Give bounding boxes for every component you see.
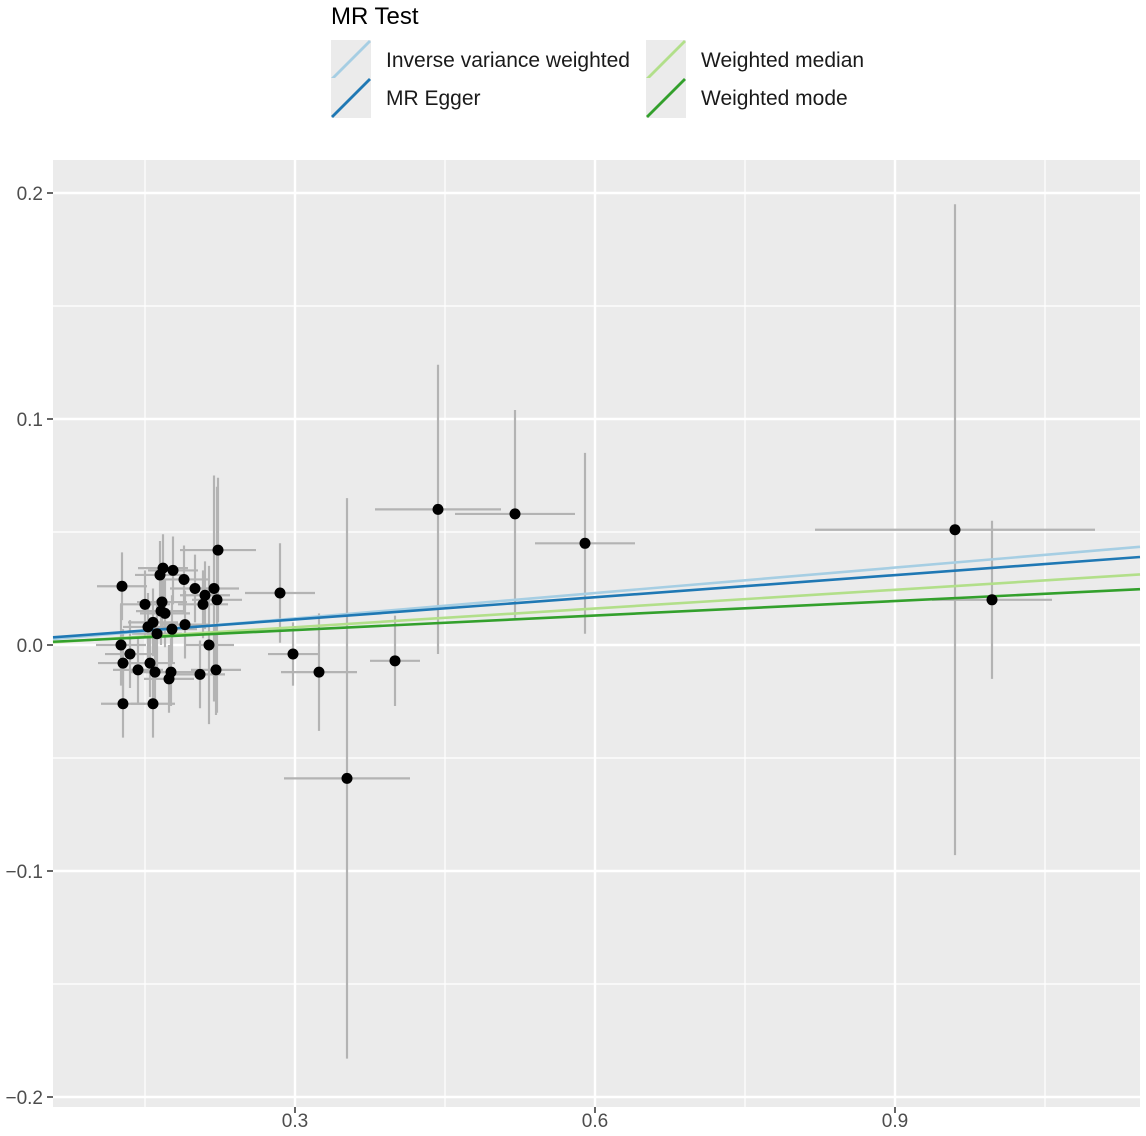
- legend-entries: Inverse variance weighted MR Egger Weighte…: [331, 40, 864, 118]
- y-axis: −0.2 −0.1 0.0 0.1 0.2: [5, 184, 53, 1109]
- data-points: [115, 503, 998, 784]
- legend-key-swatch: [646, 40, 686, 80]
- minor-gridlines: [53, 160, 1140, 1107]
- data-point: [199, 589, 211, 601]
- data-point: [144, 657, 156, 669]
- legend-key-swatch: [331, 78, 371, 118]
- fit-line: [52, 587, 1141, 644]
- fit-line: [52, 573, 1141, 644]
- data-point: [197, 598, 209, 610]
- legend-label: Weighted median: [701, 49, 864, 72]
- legend-entry: Weighted mode: [646, 78, 848, 118]
- legend-label: Inverse variance weighted: [386, 49, 630, 72]
- data-point: [157, 562, 169, 574]
- data-point: [115, 639, 127, 651]
- data-point: [509, 508, 521, 520]
- data-point: [986, 594, 998, 606]
- data-point: [203, 639, 215, 651]
- legend-entry: Weighted median: [646, 40, 864, 80]
- data-point: [179, 619, 191, 631]
- x-tick-label: 0.3: [282, 1111, 308, 1131]
- data-point: [147, 698, 159, 710]
- data-point: [210, 664, 222, 676]
- legend: MR Test Inverse variance weighted MR Egge…: [331, 3, 864, 118]
- y-tick-label: 0.2: [17, 184, 43, 205]
- data-point: [156, 596, 168, 608]
- data-point: [194, 668, 206, 680]
- data-point: [208, 583, 220, 594]
- legend-label: Weighted mode: [701, 87, 848, 110]
- data-point: [151, 628, 163, 640]
- data-point: [579, 537, 591, 549]
- data-point: [117, 698, 129, 710]
- data-point: [139, 598, 151, 610]
- data-point: [432, 503, 444, 515]
- data-point: [389, 655, 401, 667]
- data-point: [313, 666, 325, 678]
- data-point: [287, 648, 299, 660]
- data-point: [178, 573, 190, 585]
- x-tick-label: 0.6: [582, 1111, 608, 1131]
- data-point: [165, 666, 177, 678]
- data-point: [159, 607, 171, 619]
- x-axis: 0.3 0.6 0.9: [282, 1107, 908, 1132]
- data-point: [189, 583, 201, 594]
- data-point: [274, 587, 286, 599]
- fit-line: [52, 555, 1141, 639]
- data-point: [149, 666, 161, 678]
- data-point: [341, 772, 353, 784]
- y-tick-label: 0.1: [17, 410, 43, 431]
- major-gridlines: [53, 160, 1140, 1107]
- regression-lines: [52, 545, 1141, 644]
- legend-entry: Inverse variance weighted: [331, 40, 630, 80]
- legend-key-swatch: [331, 40, 371, 80]
- data-point: [949, 524, 961, 536]
- x-tick-label: 0.9: [882, 1111, 908, 1131]
- data-point: [117, 657, 129, 669]
- legend-key-swatch: [646, 78, 686, 118]
- data-point: [166, 623, 178, 635]
- y-tick-label: −0.1: [5, 862, 43, 883]
- data-point: [124, 648, 136, 660]
- y-tick-label: −0.2: [5, 1088, 43, 1109]
- legend-title: MR Test: [331, 3, 419, 30]
- data-point: [147, 616, 159, 628]
- data-point: [132, 664, 144, 676]
- data-point: [211, 594, 223, 606]
- data-point: [116, 580, 128, 592]
- axes: −0.2 −0.1 0.0 0.1 0.2 0.3 0.6 0.9: [5, 184, 908, 1132]
- legend-entry: MR Egger: [331, 78, 481, 118]
- plot-area: [52, 160, 1141, 1107]
- data-point: [167, 564, 179, 576]
- y-tick-label: 0.0: [17, 636, 43, 657]
- legend-label: MR Egger: [386, 87, 481, 110]
- data-point: [212, 544, 224, 556]
